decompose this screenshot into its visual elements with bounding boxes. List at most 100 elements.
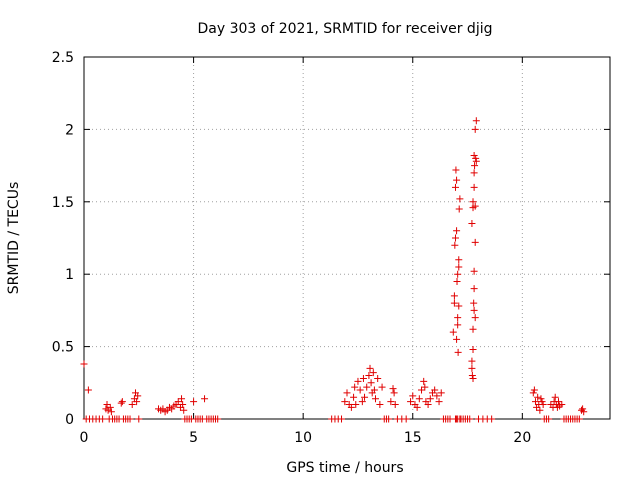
tick-layer: 0 0.5 1 1.5 2 2.5 0 5 10 15 20 xyxy=(52,50,610,446)
data-point xyxy=(424,401,432,409)
data-point xyxy=(437,389,445,397)
data-point xyxy=(80,360,88,368)
data-point xyxy=(358,398,366,406)
data-point xyxy=(356,386,364,394)
data-point xyxy=(350,393,358,401)
data-point xyxy=(453,335,461,343)
data-point xyxy=(347,403,355,411)
data-point xyxy=(471,162,479,170)
data-point xyxy=(409,392,417,400)
data-point xyxy=(536,406,544,414)
y-tick-label: 2 xyxy=(65,122,74,138)
data-point xyxy=(545,415,553,423)
x-tick-label: 10 xyxy=(294,430,312,446)
x-tick-label: 20 xyxy=(513,430,531,446)
data-point xyxy=(354,377,362,385)
data-point xyxy=(452,166,460,174)
data-point xyxy=(468,220,476,228)
data-point xyxy=(371,395,379,403)
data-point xyxy=(387,398,395,406)
data-point xyxy=(134,392,142,400)
data-point xyxy=(471,238,479,246)
data-point xyxy=(343,389,351,397)
data-point xyxy=(469,198,477,206)
data-point xyxy=(455,302,463,310)
chart-title: Day 303 of 2021, SRMTID for receiver dji… xyxy=(198,21,493,37)
data-point xyxy=(450,292,458,300)
data-point xyxy=(418,386,426,394)
data-point xyxy=(133,398,141,406)
data-point xyxy=(530,386,538,394)
grid-layer xyxy=(84,57,610,419)
data-point xyxy=(435,398,443,406)
data-point xyxy=(455,263,463,271)
data-point xyxy=(431,386,439,394)
data-point xyxy=(580,408,588,416)
data-point xyxy=(466,415,474,423)
data-point xyxy=(471,125,479,133)
data-point xyxy=(472,117,480,125)
data-point xyxy=(359,374,367,382)
data-point xyxy=(455,205,463,213)
x-tick-label: 0 xyxy=(80,430,89,446)
data-point xyxy=(99,415,107,423)
data-point xyxy=(378,383,386,391)
data-point xyxy=(433,392,441,400)
x-axis-label: GPS time / hours xyxy=(286,460,403,476)
data-point xyxy=(369,369,377,377)
data-point xyxy=(106,403,114,411)
data-point xyxy=(370,386,378,394)
data-point xyxy=(374,374,382,382)
data-point xyxy=(366,364,374,372)
data-point xyxy=(415,395,423,403)
data-point xyxy=(365,372,373,380)
data-point xyxy=(469,325,477,333)
data-point xyxy=(471,202,479,210)
points-layer xyxy=(80,117,588,423)
data-point xyxy=(579,405,587,413)
data-point xyxy=(126,415,134,423)
data-point xyxy=(449,328,457,336)
data-point xyxy=(352,401,360,409)
data-point xyxy=(558,401,566,409)
data-point xyxy=(454,314,462,322)
y-tick-label: 1 xyxy=(65,267,74,283)
data-point xyxy=(363,383,371,391)
data-point xyxy=(407,398,415,406)
data-point xyxy=(451,234,459,242)
data-point xyxy=(471,314,479,322)
y-tick-label: 1.5 xyxy=(52,195,74,211)
data-point xyxy=(469,374,477,382)
data-point xyxy=(376,401,384,409)
data-point xyxy=(468,372,476,380)
data-point xyxy=(470,169,478,177)
data-point xyxy=(351,383,359,391)
data-point xyxy=(575,415,583,423)
data-point xyxy=(402,415,410,423)
y-tick-label: 0.5 xyxy=(52,340,74,356)
data-point xyxy=(135,415,143,423)
data-point xyxy=(389,385,397,393)
data-point xyxy=(472,154,480,162)
data-point xyxy=(214,415,222,423)
data-point xyxy=(453,277,461,285)
y-axis-label: SRMTID / TECUs xyxy=(6,182,22,295)
data-point xyxy=(179,401,187,409)
data-point xyxy=(451,241,459,249)
data-point xyxy=(453,227,461,235)
data-point xyxy=(470,267,478,275)
data-point xyxy=(472,157,480,165)
data-point xyxy=(390,389,398,397)
data-point xyxy=(174,398,182,406)
data-point xyxy=(341,398,349,406)
data-point xyxy=(426,395,434,403)
data-point xyxy=(470,306,478,314)
data-point xyxy=(453,176,461,184)
data-point xyxy=(470,183,478,191)
data-point xyxy=(554,398,562,406)
data-point xyxy=(367,379,375,387)
data-point xyxy=(470,299,478,307)
data-point xyxy=(529,389,537,397)
data-point xyxy=(391,401,399,409)
